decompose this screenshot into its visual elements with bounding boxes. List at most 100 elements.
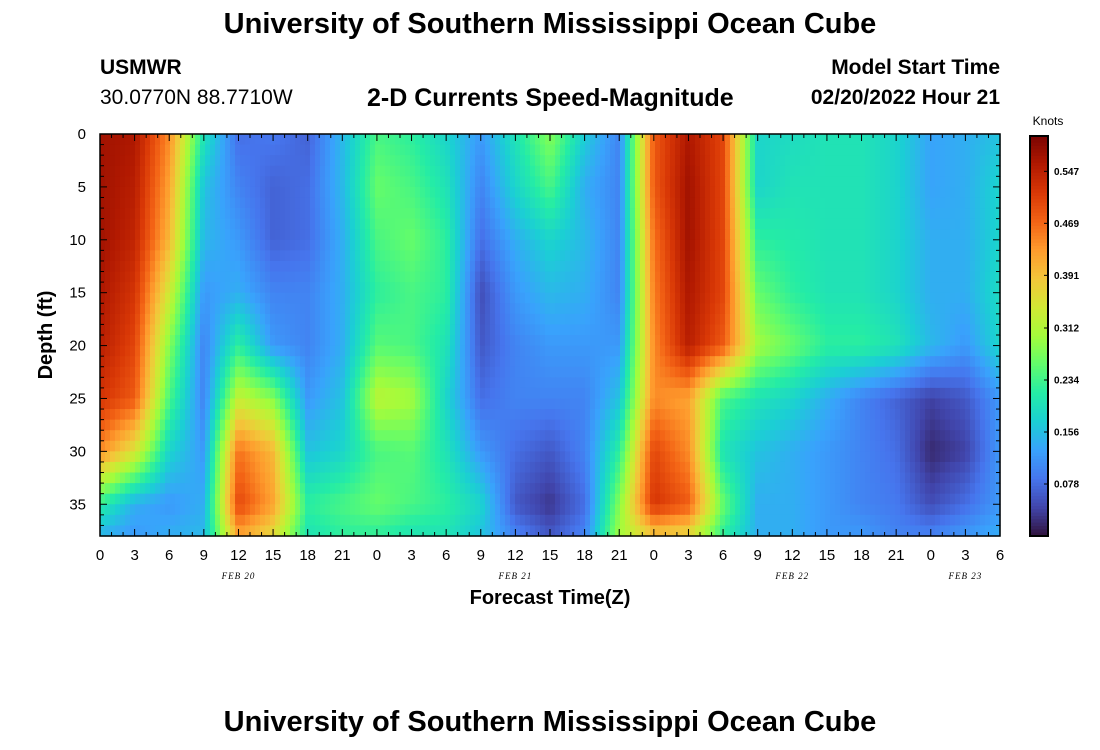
heatmap-cell (745, 165, 751, 177)
heatmap-cell (135, 186, 141, 199)
heatmap-cell (210, 303, 216, 315)
heatmap-cell (345, 345, 351, 357)
heatmap-cell (960, 134, 966, 146)
heatmap-cell (540, 356, 546, 368)
heatmap-cell (835, 155, 841, 167)
heatmap-cell (345, 387, 351, 400)
heatmap-cell (560, 229, 566, 241)
heatmap-cell (240, 282, 246, 294)
heatmap-cell (625, 303, 631, 315)
heatmap-cell (605, 229, 611, 241)
heatmap-cell (140, 186, 146, 199)
heatmap-cell (150, 324, 156, 336)
heatmap-cell (245, 144, 251, 156)
heatmap-cell (545, 197, 551, 209)
heatmap-cell (910, 197, 916, 209)
heatmap-cell (480, 313, 486, 326)
heatmap-cell (915, 197, 921, 209)
heatmap-cell (695, 292, 701, 304)
heatmap-cell (785, 377, 791, 389)
heatmap-cell (220, 176, 226, 188)
heatmap-cell (960, 250, 966, 262)
heatmap-cell (765, 197, 771, 209)
heatmap-cell (760, 271, 766, 283)
heatmap-cell (720, 345, 726, 357)
heatmap-cell (885, 335, 891, 347)
heatmap-cell (225, 303, 231, 315)
heatmap-cell (565, 155, 571, 167)
heatmap-cell (175, 155, 181, 167)
heatmap-cell (575, 260, 581, 273)
heatmap-cell (435, 271, 441, 283)
heatmap-cell (200, 377, 206, 389)
heatmap-cell (840, 398, 846, 410)
heatmap-cell (165, 366, 171, 378)
heatmap-cell (400, 345, 406, 357)
heatmap-cell (720, 144, 726, 156)
heatmap-cell (320, 271, 326, 283)
heatmap-cell (610, 292, 616, 304)
heatmap-cell (700, 419, 706, 431)
heatmap-cell (465, 239, 471, 251)
heatmap-cell (330, 239, 336, 251)
heatmap-cell (315, 335, 321, 347)
heatmap-cell (475, 250, 481, 262)
heatmap-cell (330, 260, 336, 273)
heatmap-cell (355, 345, 361, 357)
heatmap-cell (500, 324, 506, 336)
heatmap-cell (625, 218, 631, 230)
heatmap-cell (905, 229, 911, 241)
heatmap-cell (325, 313, 331, 326)
heatmap-cell (995, 208, 1001, 220)
heatmap-cell (115, 165, 121, 177)
heatmap-cell (140, 218, 146, 230)
heatmap-cell (235, 398, 241, 410)
heatmap-cell (355, 260, 361, 273)
heatmap-cell (415, 197, 421, 209)
heatmap-cell (770, 144, 776, 156)
heatmap-cell (360, 165, 366, 177)
heatmap-cell (145, 324, 151, 336)
heatmap-cell (930, 345, 936, 357)
heatmap-cell (775, 250, 781, 262)
heatmap-cell (885, 208, 891, 220)
heatmap-cell (720, 176, 726, 188)
heatmap-cell (380, 271, 386, 283)
heatmap-cell (870, 324, 876, 336)
heatmap-cell (395, 377, 401, 389)
heatmap-cell (590, 335, 596, 347)
heatmap-cell (415, 282, 421, 294)
heatmap-cell (475, 271, 481, 283)
heatmap-cell (815, 229, 821, 241)
heatmap-cell (820, 186, 826, 199)
heatmap-cell (110, 144, 116, 156)
heatmap-cell (545, 218, 551, 230)
heatmap-cell (225, 377, 231, 389)
heatmap-cell (425, 239, 431, 251)
heatmap-cell (425, 208, 431, 220)
heatmap-cell (630, 155, 636, 167)
heatmap-cell (485, 292, 491, 304)
heatmap-cell (790, 155, 796, 167)
heatmap-cell (515, 324, 521, 336)
heatmap-cell (350, 398, 356, 410)
heatmap-cell (450, 155, 456, 167)
heatmap-cell (450, 197, 456, 209)
heatmap-cell (645, 419, 651, 431)
heatmap-cell (515, 303, 521, 315)
heatmap-cell (650, 303, 656, 315)
heatmap-cell (665, 186, 671, 199)
heatmap-cell (235, 345, 241, 357)
heatmap-cell (400, 324, 406, 336)
heatmap-cell (805, 134, 811, 146)
heatmap-cell (320, 260, 326, 273)
heatmap-cell (475, 387, 481, 400)
heatmap-cell (185, 324, 191, 336)
heatmap-cell (645, 260, 651, 273)
heatmap-cell (825, 282, 831, 294)
heatmap-cell (960, 229, 966, 241)
heatmap-cell (215, 176, 221, 188)
heatmap-cell (395, 229, 401, 241)
heatmap-cell (760, 345, 766, 357)
heatmap-cell (150, 144, 156, 156)
